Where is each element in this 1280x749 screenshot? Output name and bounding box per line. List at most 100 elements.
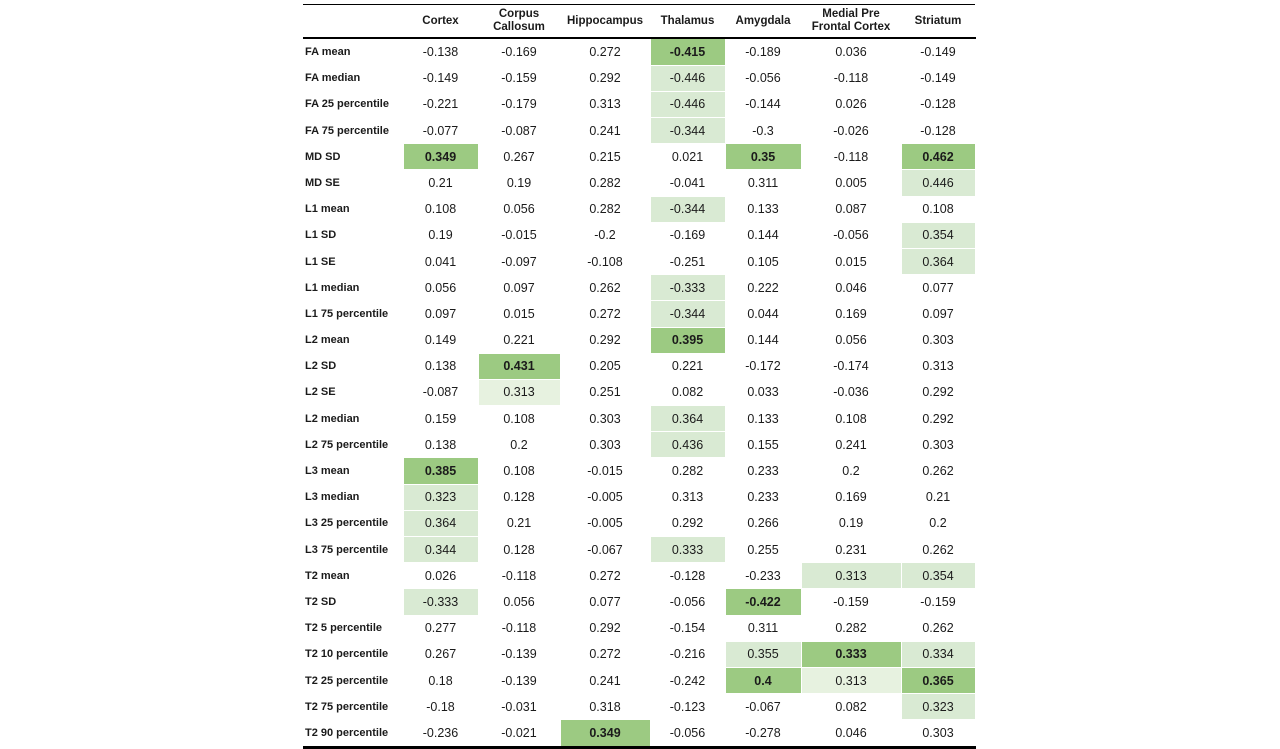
table-row: L3 mean 0.385 0.108 -0.015 0.282 0.233 0.2 0.26…: [303, 457, 976, 485]
row-label: L2 75 percentile: [305, 438, 389, 451]
table-row: MD SD 0.349 0.267 0.215 0.021 0.35 -0.118 0.462: [303, 143, 976, 171]
row-label: T2 SD: [305, 595, 337, 608]
value-cell: 0.303: [900, 326, 976, 354]
value-cell: 0.233: [724, 483, 802, 511]
value-cell: 0.221: [477, 326, 561, 354]
value-cell: 0.313: [900, 352, 976, 380]
value-cell: 0.144: [724, 326, 802, 354]
value-cell: 0.082: [649, 378, 726, 407]
row-label: T2 75 percentile: [305, 700, 389, 713]
value-cell: -0.031: [477, 693, 561, 721]
header-cell: Corpus Callosum: [478, 4, 560, 40]
value-cell: 0.277: [402, 614, 479, 642]
value-cell: 0.282: [559, 195, 651, 223]
value-cell: 0.303: [900, 431, 976, 459]
table-row: MD SE 0.21 0.19 0.282 -0.041 0.311 0.005 0.446: [303, 169, 976, 197]
value-cell: 0.311: [724, 614, 802, 642]
table-header: Cortex Corpus Callosum Hippocampus Thalamus…: [303, 4, 975, 40]
value-cell: -0.118: [477, 614, 561, 642]
value-cell: -0.015: [477, 221, 561, 249]
value-cell: 0.108: [477, 405, 561, 433]
value-cell: -0.333: [402, 588, 479, 616]
value-cell: 0.221: [649, 352, 726, 380]
table-row: L1 SE 0.041 -0.097 -0.108 -0.251 0.105 0.015 0.…: [303, 247, 976, 276]
value-cell: -0.128: [900, 116, 976, 145]
header-cell: Cortex: [403, 4, 478, 40]
value-cell: -0.159: [900, 588, 976, 616]
value-cell: -0.149: [900, 64, 976, 92]
row-label: FA median: [305, 72, 361, 85]
value-cell: -0.149: [900, 37, 976, 66]
header-cell: Medial Pre Frontal Cortex: [801, 4, 901, 40]
row-label: L3 median: [305, 491, 360, 504]
value-cell: -0.344: [649, 195, 726, 223]
value-cell: -0.056: [649, 719, 726, 748]
row-label: L2 mean: [305, 334, 350, 347]
value-cell: 0.282: [649, 457, 726, 485]
value-cell: 0.21: [477, 509, 561, 538]
value-cell: 0.272: [559, 37, 651, 66]
value-cell: 0.241: [559, 666, 651, 695]
value-cell: -0.123: [649, 693, 726, 721]
value-cell: 0.128: [477, 535, 561, 564]
header-cell: Striatum: [901, 4, 975, 40]
value-cell: 0.138: [402, 352, 479, 380]
value-cell: -0.118: [477, 562, 561, 590]
value-cell: 0.292: [559, 64, 651, 92]
value-cell: -0.139: [477, 666, 561, 695]
value-cell: -0.179: [477, 90, 561, 119]
value-cell: 0.128: [477, 483, 561, 511]
value-cell: 0.431: [477, 352, 561, 380]
value-cell: -0.128: [900, 90, 976, 119]
value-cell: -0.3: [724, 116, 802, 145]
value-cell: 0.354: [900, 562, 976, 590]
value-cell: 0.282: [800, 614, 902, 642]
value-cell: 0.333: [800, 640, 902, 668]
value-cell: -0.344: [649, 116, 726, 145]
value-cell: 0.364: [649, 405, 726, 433]
value-cell: -0.172: [724, 352, 802, 380]
value-cell: 0.262: [900, 535, 976, 564]
row-label: MD SE: [305, 176, 340, 189]
value-cell: 0.138: [402, 431, 479, 459]
table-row: L3 75 percentile 0.344 0.128 -0.067 0.333 0.2…: [303, 535, 976, 564]
header-cell: Thalamus: [650, 4, 725, 40]
value-cell: -0.021: [477, 719, 561, 748]
value-cell: 0.365: [900, 666, 976, 695]
value-cell: -0.251: [649, 247, 726, 276]
value-cell: 0.311: [724, 169, 802, 197]
row-label: FA 75 percentile: [305, 124, 389, 137]
value-cell: 0.364: [900, 247, 976, 276]
row-label: L2 median: [305, 412, 360, 425]
value-cell: 0.097: [900, 300, 976, 328]
value-cell: 0.205: [559, 352, 651, 380]
value-cell: 0.056: [477, 588, 561, 616]
value-cell: 0.215: [559, 143, 651, 171]
row-label: L2 SD: [305, 360, 337, 373]
value-cell: -0.149: [402, 64, 479, 92]
table-row: L1 75 percentile 0.097 0.015 0.272 -0.344 0.0…: [303, 300, 976, 328]
value-cell: -0.18: [402, 693, 479, 721]
table-row: T2 5 percentile 0.277 -0.118 0.292 -0.154 0.3…: [303, 614, 976, 642]
value-cell: -0.128: [649, 562, 726, 590]
value-cell: 0.2: [477, 431, 561, 459]
value-cell: -0.174: [800, 352, 902, 380]
value-cell: 0.333: [649, 535, 726, 564]
value-cell: 0.046: [800, 274, 902, 302]
value-cell: 0.303: [559, 431, 651, 459]
value-cell: 0.21: [402, 169, 479, 197]
value-cell: 0.19: [402, 221, 479, 249]
value-cell: 0.108: [900, 195, 976, 223]
value-cell: 0.262: [900, 457, 976, 485]
value-cell: -0.333: [649, 274, 726, 302]
value-cell: -0.056: [649, 588, 726, 616]
value-cell: 0.385: [402, 457, 479, 485]
value-cell: 0.262: [900, 614, 976, 642]
value-cell: 0.267: [477, 143, 561, 171]
row-label: L1 SD: [305, 229, 337, 242]
value-cell: 0.105: [724, 247, 802, 276]
value-cell: 0.323: [900, 693, 976, 721]
value-cell: 0.251: [559, 378, 651, 407]
page: { "page": { "background": "#ffffff" }, "…: [303, 4, 976, 749]
value-cell: -0.159: [477, 64, 561, 92]
